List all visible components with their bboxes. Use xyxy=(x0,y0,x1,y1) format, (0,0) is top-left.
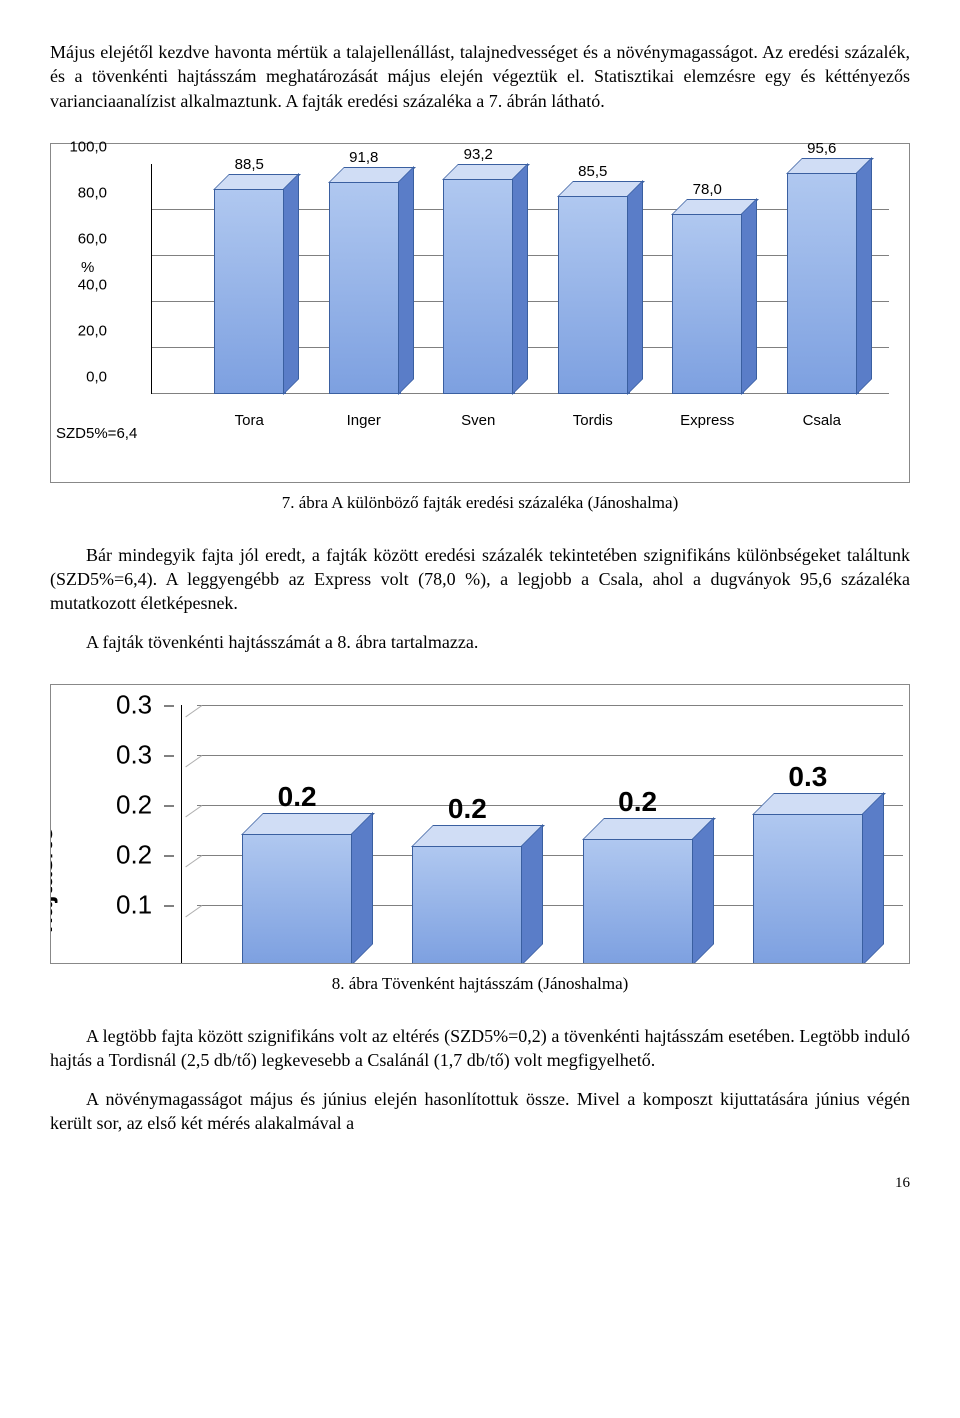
chart2-ytick: 0.2 xyxy=(116,790,152,821)
caption-1: 7. ábra A különböző fajták eredési száza… xyxy=(50,493,910,513)
paragraph-2: Bár mindegyik fajta jól eredt, a fajták … xyxy=(50,543,910,616)
chart2-bar-group: 0.2 0.2 0.2 0.3 xyxy=(212,705,893,964)
chart2-ylabel: hajtás/tő xyxy=(50,826,59,933)
chart1-bar-value: 78,0 xyxy=(672,181,742,198)
paragraph-4: A legtöbb fajta között szignifikáns volt… xyxy=(50,1024,910,1073)
chart2-ytick: 0.1 xyxy=(116,890,152,921)
chart1-bar-value: 95,6 xyxy=(787,140,857,157)
chart2-bar: 0.3 xyxy=(753,813,863,964)
chart2-bar: 0.2 xyxy=(583,838,693,964)
chart2-bar-value: 0.2 xyxy=(242,781,352,813)
chart2-bar: 0.2 xyxy=(242,833,352,964)
chart1-bar-value: 88,5 xyxy=(214,156,284,173)
chart1-plot-area: 88,5Tora 91,8Inger 93,2Sven 85,5Tordis 78,0E… xyxy=(151,164,889,394)
chart1-ytick: 0,0 xyxy=(86,368,107,385)
chart2-bar-value: 0.2 xyxy=(583,786,693,818)
chart-2: hajtás/tő 0.3 0.3 0.2 0.2 0.1 0.2 0.2 0.2 0.3 xyxy=(50,684,910,964)
chart1-bar-category: Express xyxy=(658,412,756,429)
chart1-szd-label: SZD5%=6,4 xyxy=(56,425,137,442)
chart1-ytick: 100,0 xyxy=(69,138,107,155)
chart2-ytick: 0.2 xyxy=(116,840,152,871)
chart1-bar: 85,5Tordis xyxy=(558,195,628,394)
chart1-bar: 95,6Csala xyxy=(787,172,857,394)
chart1-ytick: 20,0 xyxy=(78,322,107,339)
chart1-ytick: 40,0 xyxy=(78,276,107,293)
chart2-bar-value: 0.2 xyxy=(412,793,522,825)
caption-2: 8. ábra Tövenként hajtásszám (Jánoshalma… xyxy=(50,974,910,994)
chart1-bar: 88,5Tora xyxy=(214,188,284,394)
chart1-bar-value: 85,5 xyxy=(558,163,628,180)
chart-1: 0,020,040,060,080,0100,0 % SZD5%=6,4 88,… xyxy=(50,143,910,483)
chart1-bar-value: 93,2 xyxy=(443,146,513,163)
paragraph-3: A fajták tövenkénti hajtásszámát a 8. áb… xyxy=(50,630,910,654)
chart1-bar-category: Csala xyxy=(773,412,871,429)
chart2-ytick: 0.3 xyxy=(116,690,152,721)
chart2-bar-value: 0.3 xyxy=(753,761,863,793)
paragraph-1: Május elejétől kezdve havonta mértük a t… xyxy=(50,40,910,113)
chart1-bar-category: Tora xyxy=(200,412,298,429)
chart2-plot-area: 0.2 0.2 0.2 0.3 xyxy=(181,705,903,964)
chart2-bar: 0.2 xyxy=(412,845,522,964)
chart1-ytick: 60,0 xyxy=(78,230,107,247)
chart1-bar: 93,2Sven xyxy=(443,178,513,394)
chart1-bar-group: 88,5Tora 91,8Inger 93,2Sven 85,5Tordis 78,0E… xyxy=(182,164,889,394)
chart1-ytick: 80,0 xyxy=(78,184,107,201)
chart1-ylabel: % xyxy=(81,259,94,276)
chart2-ytick: 0.3 xyxy=(116,740,152,771)
chart1-bar-category: Tordis xyxy=(544,412,642,429)
paragraph-5: A növénymagasságot május és június elejé… xyxy=(50,1087,910,1136)
chart1-bar: 91,8Inger xyxy=(329,181,399,394)
chart1-bar-category: Inger xyxy=(315,412,413,429)
chart1-bar: 78,0Express xyxy=(672,213,742,394)
chart1-bar-category: Sven xyxy=(429,412,527,429)
page-number: 16 xyxy=(50,1175,910,1192)
chart1-bar-value: 91,8 xyxy=(329,149,399,166)
